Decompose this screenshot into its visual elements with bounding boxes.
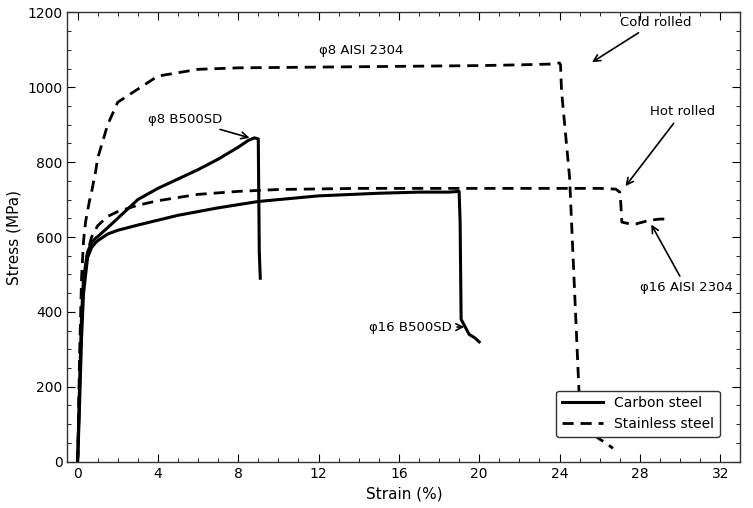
X-axis label: Strain (%): Strain (%) [365,486,442,501]
Text: φ16 AISI 2304: φ16 AISI 2304 [640,226,733,294]
Text: φ8 B500SD: φ8 B500SD [148,113,248,139]
Text: φ8 AISI 2304: φ8 AISI 2304 [319,44,403,56]
Text: Cold rolled: Cold rolled [593,16,691,61]
Text: Hot rolled: Hot rolled [626,105,715,185]
Legend: Carbon steel, Stainless steel: Carbon steel, Stainless steel [556,391,720,437]
Y-axis label: Stress (MPa): Stress (MPa) [7,189,22,284]
Text: φ16 B500SD: φ16 B500SD [369,322,462,334]
